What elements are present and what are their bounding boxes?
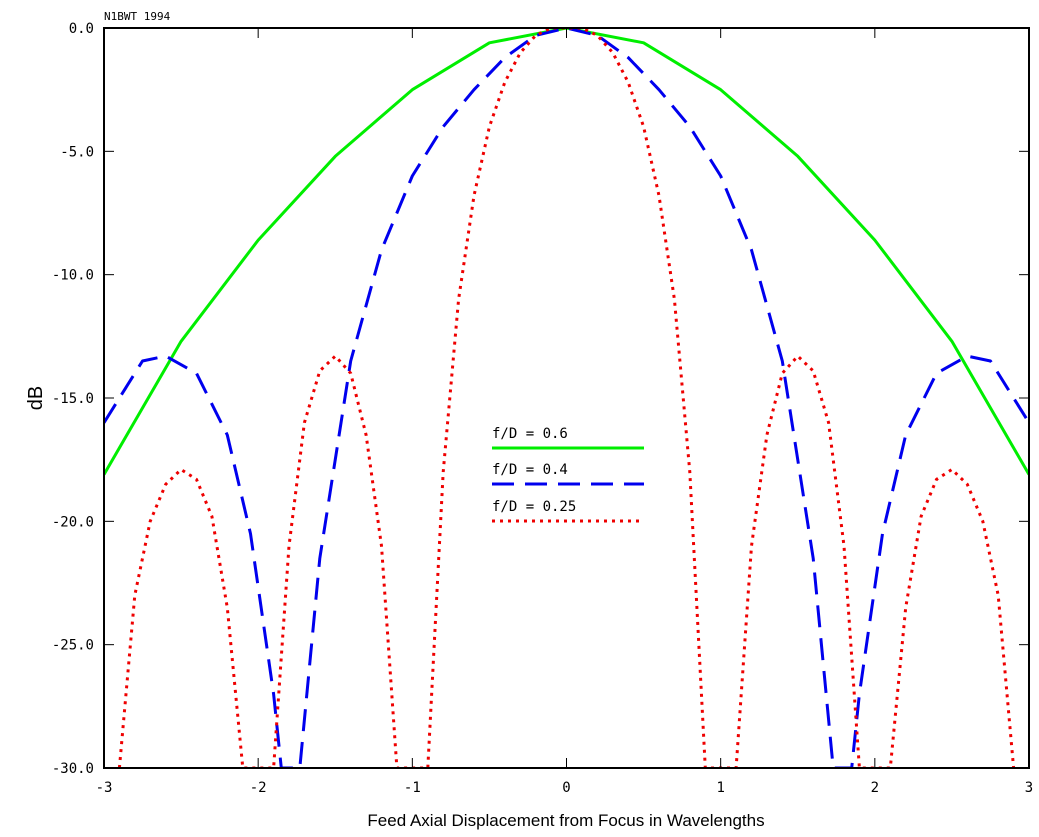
x-axis-title: Feed Axial Displacement from Focus in Wa… [367, 811, 764, 830]
legend-label: f/D = 0.4 [492, 462, 568, 478]
y-tick-label: -10.0 [52, 268, 94, 284]
x-tick-label: 0 [562, 780, 570, 796]
x-tick-label: 1 [716, 780, 724, 796]
y-tick-label: -25.0 [52, 638, 94, 654]
series-line [104, 28, 1029, 476]
legend-label: f/D = 0.25 [492, 499, 576, 515]
series-line [117, 28, 1016, 768]
legend: f/D = 0.6 f/D = 0.4 f/D = 0.25 [492, 426, 644, 523]
series-line [104, 28, 1029, 768]
y-axis-title: dB [25, 386, 47, 410]
watermark-text: N1BWT 1994 [104, 10, 171, 23]
y-tick-label: -15.0 [52, 391, 94, 407]
x-tick-label: -1 [404, 780, 421, 796]
plot-frame [103, 27, 1030, 769]
x-tick-label: 2 [871, 780, 879, 796]
x-tick-label: -2 [250, 780, 267, 796]
x-tick-label: 3 [1025, 780, 1033, 796]
legend-label: f/D = 0.6 [492, 426, 568, 442]
y-tick-label: -5.0 [60, 144, 94, 160]
ticks-group: -3 -2 -1 0 1 2 3 0.0 -5.0 -10.0 -15.0 -20.0 -25.0 -30… [52, 21, 1033, 796]
series-group [104, 28, 1029, 768]
y-tick-label: 0.0 [69, 21, 94, 37]
y-tick-label: -30.0 [52, 761, 94, 777]
x-tick-label: -3 [96, 780, 113, 796]
y-tick-label: -20.0 [52, 514, 94, 530]
